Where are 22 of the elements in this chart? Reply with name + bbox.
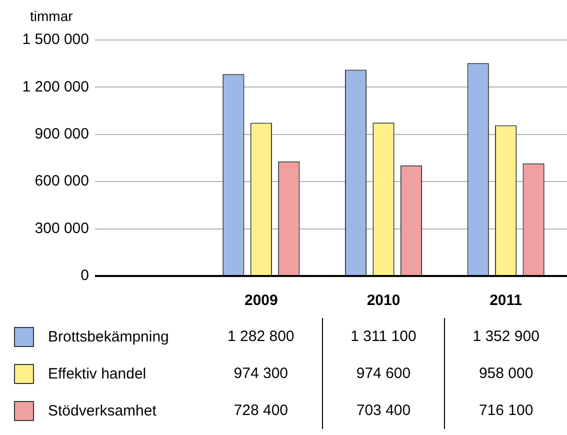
data-label: 958 000	[444, 355, 567, 392]
data-label: 1 282 800	[226, 327, 296, 347]
legend-label: Brottsbekämpning	[48, 328, 169, 345]
y-axis-title: timmar	[30, 8, 73, 24]
data-label: 703 400	[322, 392, 445, 429]
x-tick-label: 2010	[366, 292, 400, 310]
data-label: 1 311 100	[322, 318, 445, 355]
y-tick-label: 1 200 000	[22, 78, 89, 96]
data-label: 974 600	[322, 355, 445, 392]
legend-label: Stödverksamhet	[48, 402, 156, 419]
y-tick-label: 1 500 000	[22, 31, 89, 48]
x-tick-label: 2009	[244, 292, 278, 310]
legend-label: Effektiv handel	[48, 365, 146, 382]
y-tick-label: 900 000	[34, 126, 89, 143]
data-label: 728 400	[232, 401, 290, 421]
data-label: 716 100	[444, 392, 567, 429]
y-tick-label: 600 000	[34, 172, 89, 190]
y-tick-label: 300 000	[34, 220, 89, 237]
data-label: 974 300	[232, 364, 290, 384]
y-tick-label: 0	[80, 267, 89, 284]
data-label: 1 352 900	[444, 318, 567, 355]
x-tick-label: 2011	[490, 292, 522, 310]
